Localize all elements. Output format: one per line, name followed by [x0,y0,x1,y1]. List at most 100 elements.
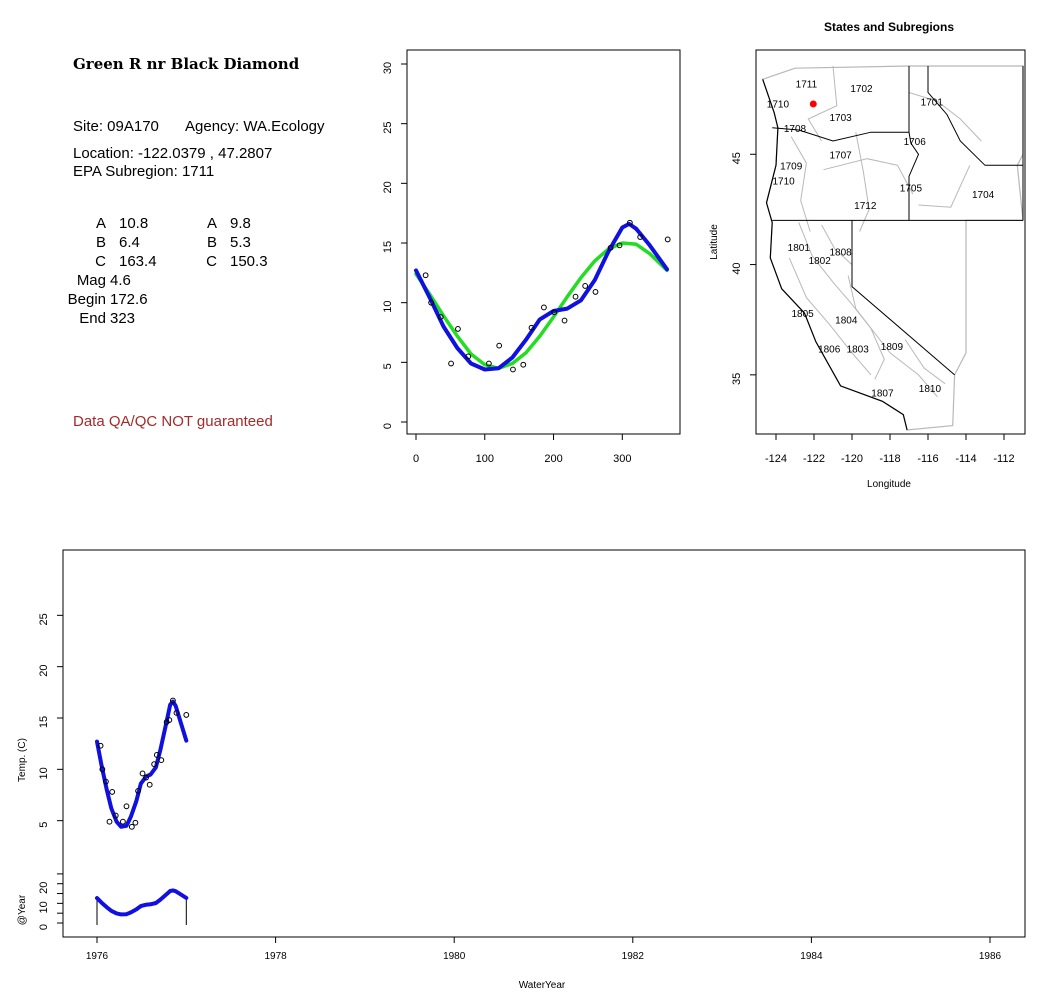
y-tick-label: 5 [382,363,394,369]
fit-line-green [414,241,669,371]
data-point [520,361,527,368]
ts-data-point [151,761,158,768]
param-label: B [206,234,217,251]
coastline [762,79,908,431]
subregion-boundary [908,92,982,142]
map-x-tick-label: -114 [955,453,976,465]
location-text: Location: -122.0379 , 47.2807 [73,145,273,162]
subregion-label: 1703 [829,113,852,124]
param-value: 323 [110,310,136,327]
subregion-label: 1802 [809,256,832,267]
x-tick-label: 0 [413,453,419,465]
data-point [607,244,614,251]
sub-fit-line [95,888,189,917]
ts-data-point [143,774,150,781]
param-value: 163.4 [119,253,157,270]
ts-fit-line [95,699,189,829]
subregion-label: 1702 [850,84,873,95]
param-value: 5.3 [230,234,251,251]
param-value: 4.6 [110,272,131,289]
ts-data-point [119,818,126,825]
ts-data-point [123,803,130,810]
qa-disclaimer: Data QA/QC NOT guaranteed [73,413,273,430]
ts-x-tick-label: 1978 [264,951,287,962]
ts-x-axis-label: WaterYear [519,980,566,991]
ts-data-point [166,717,173,723]
ts-data-point [173,709,180,716]
map-x-tick-label: -122 [803,453,825,465]
y-tick-label: 15 [382,241,394,253]
plot-frame [406,49,681,435]
params-table: A 10.8 A 9.8 B 6.4 B 5.3 C 163.4 C 150.3… [60,214,268,328]
subregion-label: 1806 [818,344,841,355]
subregion-boundary [904,339,946,385]
sub-y-tick-label: 20 [38,882,50,894]
ts-y-tick-label: 15 [38,716,50,728]
subregion-label: 1804 [835,316,858,327]
subregion-label: 1807 [871,389,894,400]
ts-data-point [97,742,104,749]
subregion-label: 1808 [829,247,852,258]
ts-data-point [103,778,109,785]
state-boundary [851,220,955,376]
param-label: C [206,253,217,270]
data-point [551,309,558,316]
param-value: 172.6 [110,291,148,308]
subregion-boundary [847,275,938,398]
data-point [496,342,503,349]
data-point [626,219,633,226]
ts-data-point [170,697,176,704]
map-y-tick-label: 45 [731,152,743,164]
ts-data-point [99,766,106,773]
x-tick-label: 100 [476,453,494,465]
subregion-label: 1708 [784,124,807,135]
data-point [541,304,547,311]
agency-text: Agency: WA.Ecology [185,118,325,135]
x-tick-label: 300 [613,453,631,465]
y-tick-label: 10 [382,301,394,313]
data-point [561,317,568,324]
params-row: B 6.4 B 5.3 [60,233,268,252]
map-y-axis-label: Latitude [709,224,720,260]
ts-data-point [128,823,135,830]
subregion-label: 1809 [881,342,904,353]
y-tick-label: 30 [382,62,394,74]
subregion-boundary [790,136,811,232]
data-point [616,242,623,249]
data-point [528,324,535,331]
x-tick-label: 200 [544,453,562,465]
params-row: End 323 [60,309,268,328]
params-row: C 163.4 C 150.3 [60,252,267,271]
map-x-axis-label: Longitude [867,479,911,490]
data-point [510,366,516,373]
param-label: A [95,215,106,232]
map-x-tick-label: -112 [993,453,1014,465]
ts-data-point [183,712,190,718]
data-point [664,236,671,243]
subregion-label: 1805 [791,309,814,320]
subregion-label: 1707 [829,150,852,161]
subregion-label: 1704 [972,190,995,201]
subregion-boundary [788,257,872,376]
data-point [582,283,589,289]
subregion-boundary [821,224,853,265]
state-boundary [772,127,909,142]
data-point [485,360,492,367]
subregion-boundary [918,165,971,208]
ts-x-tick-label: 1976 [86,951,109,962]
subregion-label: 1710 [772,177,795,188]
map-x-tick-label: -118 [879,453,900,465]
param-value: 6.4 [119,234,140,251]
subregion-label: 1705 [900,183,923,194]
map-y-tick-label: 35 [731,373,743,385]
param-value: 9.8 [230,215,251,232]
ts-y-tick-label: 25 [38,613,50,625]
subregion-label: 1810 [919,384,942,395]
sub-y-axis-label: @Year [17,894,28,925]
params-row: A 10.8 A 9.8 [60,214,268,233]
param-label: Mag [76,272,106,289]
subregion-boundary [823,158,914,195]
state-boundary [908,66,920,221]
ts-y-tick-label: 10 [38,767,50,779]
